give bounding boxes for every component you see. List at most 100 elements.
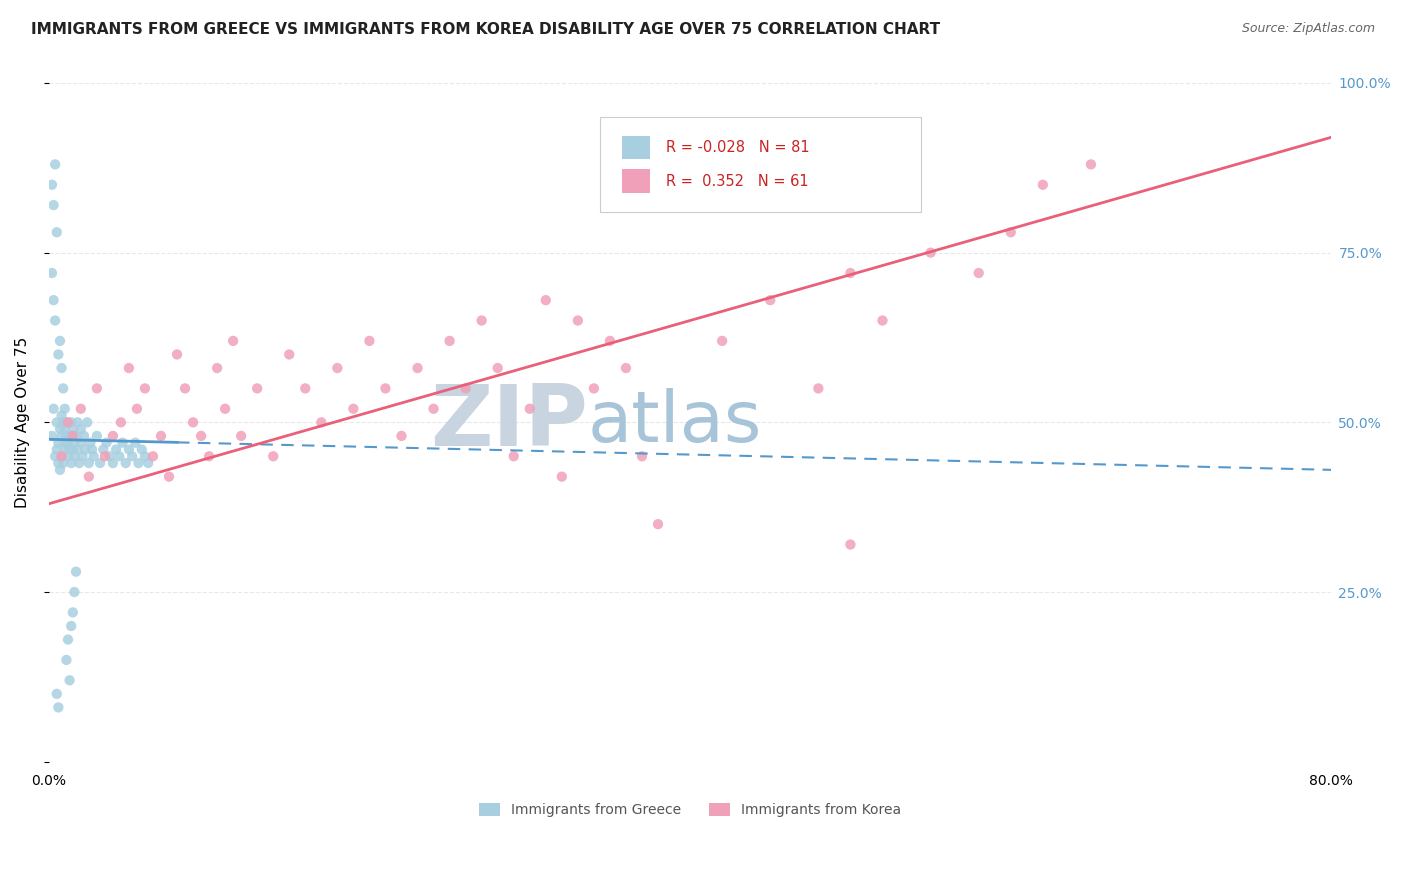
Point — [55, 653, 77, 667]
Point — [406, 361, 429, 376]
Point — [278, 347, 301, 361]
Point — [519, 401, 541, 416]
Point — [60, 619, 83, 633]
Text: IMMIGRANTS FROM GREECE VS IMMIGRANTS FROM KOREA DISABILITY AGE OVER 75 CORRELATI: IMMIGRANTS FROM GREECE VS IMMIGRANTS FRO… — [31, 22, 941, 37]
Point — [94, 450, 117, 464]
Point — [134, 450, 156, 464]
Point — [75, 442, 97, 457]
Point — [42, 198, 65, 212]
Point — [41, 178, 63, 192]
Point — [69, 401, 91, 416]
Point — [110, 415, 132, 429]
Point — [454, 381, 477, 395]
Point — [77, 456, 100, 470]
Text: R =  0.352   N = 61: R = 0.352 N = 61 — [665, 174, 808, 189]
Point — [839, 537, 862, 551]
Point — [128, 456, 150, 470]
Point — [42, 401, 65, 416]
Point — [108, 450, 131, 464]
Point — [142, 450, 165, 464]
Point — [69, 422, 91, 436]
Point — [582, 381, 605, 395]
Point — [125, 401, 148, 416]
Point — [51, 450, 73, 464]
Point — [759, 293, 782, 307]
Point — [67, 456, 90, 470]
Point — [422, 401, 444, 416]
Point — [205, 361, 228, 376]
Point — [1032, 178, 1054, 192]
Point — [262, 450, 284, 464]
Point — [190, 429, 212, 443]
Point — [49, 422, 72, 436]
Point — [77, 469, 100, 483]
Point — [63, 435, 86, 450]
Point — [56, 450, 79, 464]
Point — [44, 157, 66, 171]
Point — [51, 409, 73, 423]
Point — [55, 415, 77, 429]
Point — [60, 456, 83, 470]
Point — [48, 435, 70, 450]
FancyBboxPatch shape — [621, 136, 651, 160]
Point — [181, 415, 204, 429]
Point — [231, 429, 253, 443]
Point — [44, 450, 66, 464]
Point — [326, 361, 349, 376]
Point — [48, 347, 70, 361]
Point — [174, 381, 197, 395]
Text: ZIP: ZIP — [430, 381, 588, 464]
Point — [101, 456, 124, 470]
Point — [101, 429, 124, 443]
Point — [311, 415, 333, 429]
Point — [41, 266, 63, 280]
Point — [124, 435, 146, 450]
Point — [359, 334, 381, 348]
Point — [294, 381, 316, 395]
Point — [118, 361, 141, 376]
Point — [198, 450, 221, 464]
Point — [63, 585, 86, 599]
Text: Source: ZipAtlas.com: Source: ZipAtlas.com — [1241, 22, 1375, 36]
Point — [567, 313, 589, 327]
Point — [486, 361, 509, 376]
Point — [55, 429, 77, 443]
Point — [157, 469, 180, 483]
Point — [967, 266, 990, 280]
Point — [872, 313, 894, 327]
Point — [51, 429, 73, 443]
Point — [73, 429, 96, 443]
Text: R = -0.028   N = 81: R = -0.028 N = 81 — [665, 140, 810, 155]
Y-axis label: Disability Age Over 75: Disability Age Over 75 — [15, 336, 30, 508]
Point — [111, 435, 134, 450]
Point — [65, 565, 87, 579]
Point — [62, 422, 84, 436]
Point — [53, 442, 76, 457]
Point — [65, 429, 87, 443]
Point — [45, 442, 67, 457]
Point — [60, 415, 83, 429]
Text: atlas: atlas — [588, 388, 762, 457]
Point — [89, 456, 111, 470]
Point — [614, 361, 637, 376]
Point — [136, 456, 159, 470]
Point — [121, 450, 143, 464]
Point — [66, 442, 89, 457]
Point — [53, 435, 76, 450]
Point — [149, 429, 172, 443]
Point — [105, 442, 128, 457]
Point — [58, 442, 80, 457]
Point — [599, 334, 621, 348]
Point — [62, 429, 84, 443]
Point — [711, 334, 734, 348]
Point — [1000, 225, 1022, 239]
Point — [86, 429, 108, 443]
Point — [131, 442, 153, 457]
Point — [45, 415, 67, 429]
Point — [83, 450, 105, 464]
Point — [45, 687, 67, 701]
Point — [502, 450, 524, 464]
Point — [41, 429, 63, 443]
Point — [98, 450, 121, 464]
Point — [79, 435, 101, 450]
